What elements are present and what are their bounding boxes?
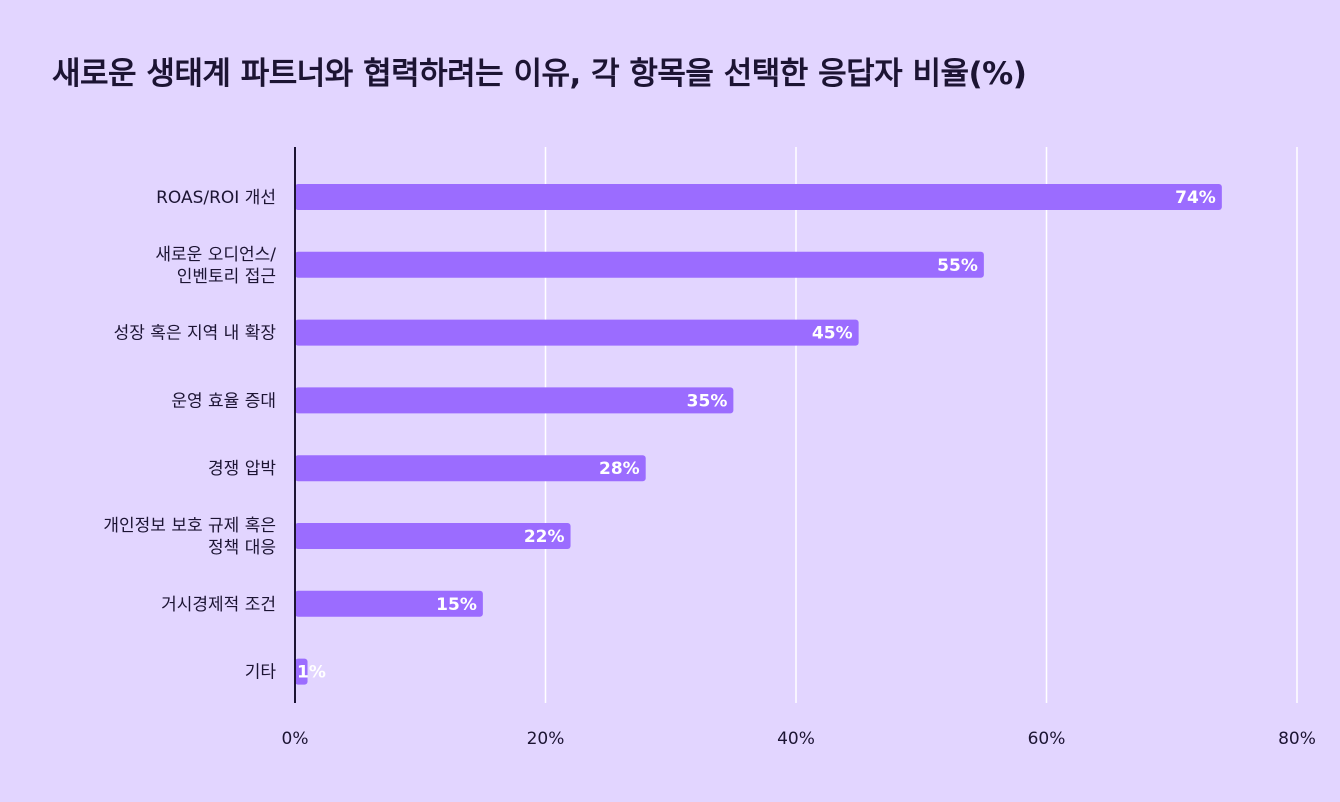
bar-value-label: 1% [297, 663, 326, 683]
bar [295, 590, 483, 617]
category-label-line: 경쟁 압박 [208, 459, 276, 479]
bar-value-label: 45% [812, 324, 853, 344]
bar-value-label: 15% [436, 595, 477, 615]
chart-title: 새로운 생태계 파트너와 협력하려는 이유, 각 항목을 선택한 응답자 비율(… [52, 56, 1027, 92]
category-label-line: 인벤토리 접근 [177, 267, 276, 287]
category-label-line: 정책 대응 [208, 538, 276, 558]
bar [295, 658, 308, 685]
bar [295, 251, 984, 278]
category-label: 경쟁 압박 [208, 459, 276, 479]
x-tick-label: 80% [1278, 729, 1316, 749]
bars: 74% 55% 45% 35% 28% 22% 15% 1% [295, 184, 1222, 685]
bar [295, 455, 646, 482]
bar-value-label: 55% [937, 256, 978, 276]
bar-value-label: 35% [687, 391, 728, 411]
x-tick-label: 0% [282, 729, 309, 749]
category-label: ROAS/ROI 개선 [156, 188, 276, 208]
category-label: 성장 혹은 지역 내 확장 [114, 324, 277, 344]
bar [295, 387, 734, 414]
bar-value-label: 74% [1175, 188, 1216, 208]
category-label: 새로운 오디언스/인벤토리 접근 [155, 245, 276, 287]
category-label-line: ROAS/ROI 개선 [156, 188, 276, 208]
category-label-line: 거시경제적 조건 [161, 595, 276, 615]
category-label: 기타 [245, 663, 277, 683]
x-tick-labels: 0% 20% 40% 60% 80% [282, 729, 1316, 749]
category-label: 개인정보 보호 규제 혹은 정책 대응 [103, 516, 276, 558]
category-label-line: 새로운 오디언스/ [155, 245, 276, 265]
bar [295, 523, 571, 549]
category-label-line: 기타 [245, 663, 277, 683]
bar [295, 319, 859, 346]
x-tick-label: 40% [777, 729, 815, 749]
bar [295, 184, 1222, 210]
category-label-line: 성장 혹은 지역 내 확장 [114, 324, 277, 344]
category-label: 거시경제적 조건 [161, 595, 276, 615]
x-tick-label: 20% [527, 729, 565, 749]
category-label-line: 개인정보 보호 규제 혹은 [103, 516, 276, 536]
grid-lines [544, 147, 1298, 703]
bar-value-label: 22% [524, 527, 565, 547]
bar-value-label: 28% [599, 459, 640, 479]
x-tick-label: 60% [1028, 729, 1066, 749]
category-label: 운영 효율 증대 [171, 391, 276, 411]
category-label-line: 운영 효율 증대 [171, 391, 276, 411]
